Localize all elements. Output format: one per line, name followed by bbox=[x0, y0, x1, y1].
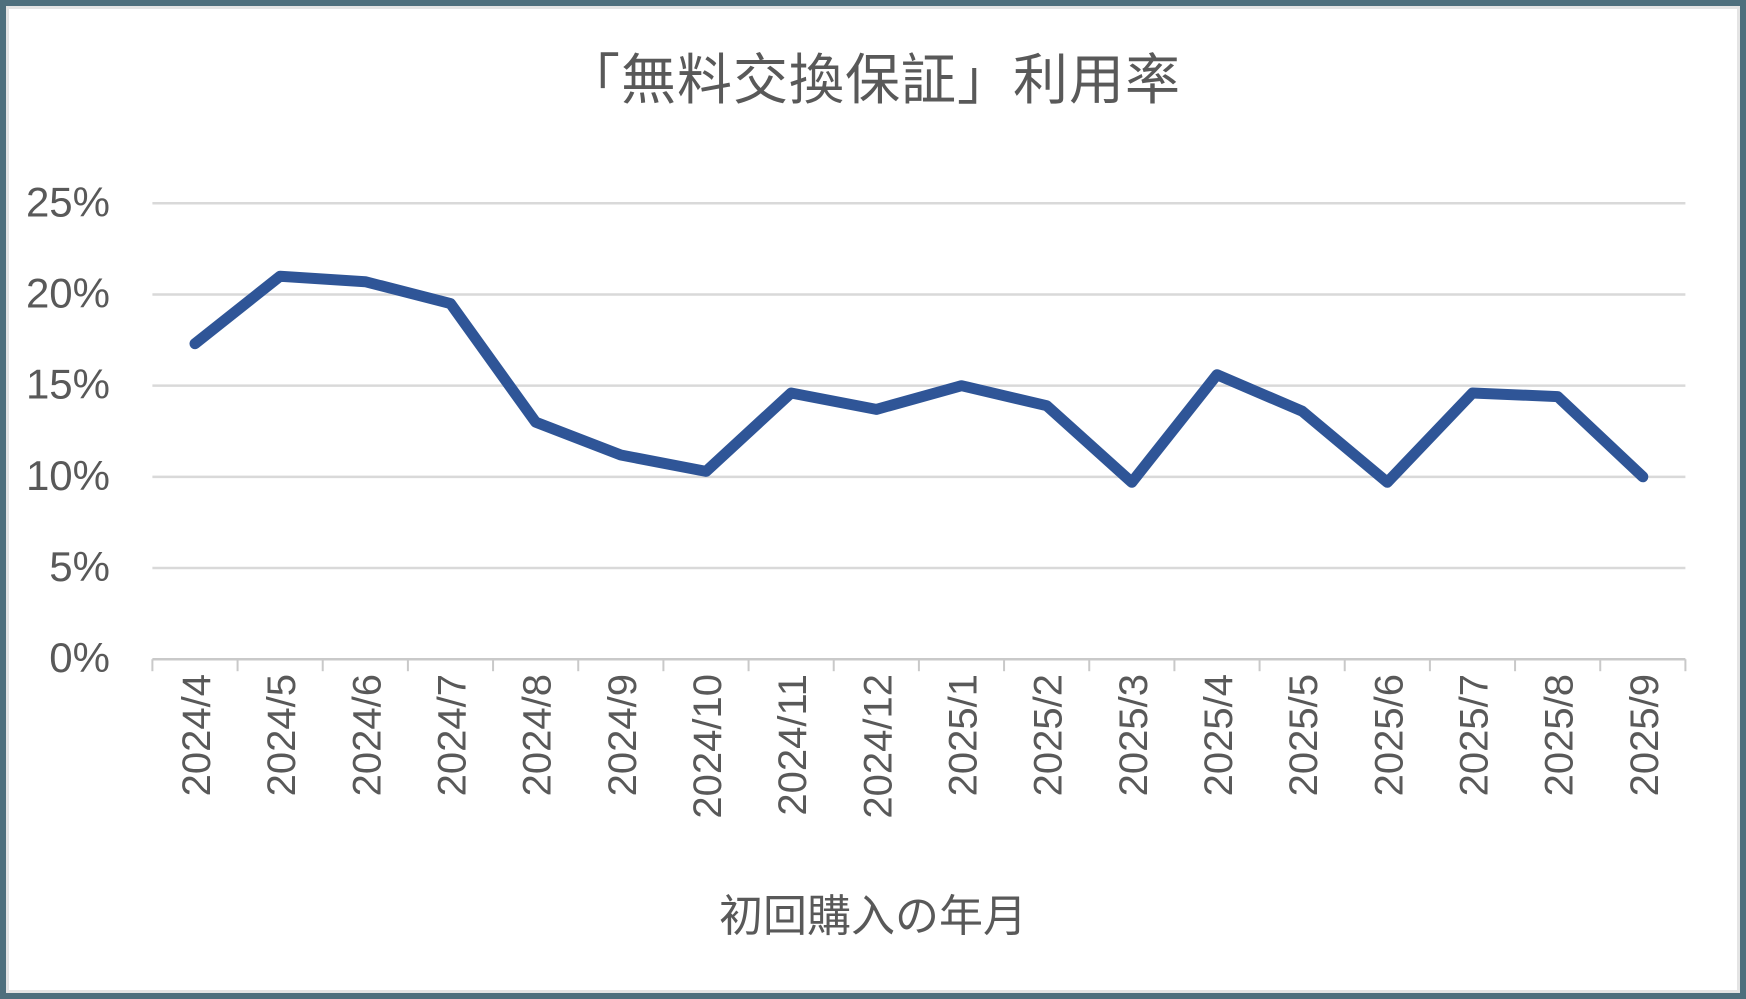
x-tick-label: 2025/1 bbox=[941, 674, 985, 796]
x-tick-label: 2025/4 bbox=[1197, 674, 1241, 796]
y-tick-label: 10% bbox=[26, 452, 110, 499]
x-axis-title: 初回購入の年月 bbox=[719, 892, 1027, 941]
x-tick-label: 2024/8 bbox=[516, 674, 560, 796]
x-tick-label: 2025/5 bbox=[1282, 674, 1326, 796]
x-tick-label: 2024/4 bbox=[175, 674, 219, 796]
chart-title: 「無料交換保証」利用率 bbox=[564, 49, 1181, 111]
x-tick-label: 2025/9 bbox=[1623, 674, 1667, 796]
x-tick-label: 2024/11 bbox=[771, 674, 815, 816]
x-tick-label: 2024/6 bbox=[345, 674, 389, 796]
x-tick-label: 2024/7 bbox=[430, 674, 474, 796]
x-tick-label: 2025/8 bbox=[1538, 674, 1582, 796]
y-tick-label: 0% bbox=[49, 634, 110, 681]
x-tick-label: 2025/3 bbox=[1112, 674, 1156, 796]
x-tick-label: 2024/10 bbox=[686, 674, 730, 819]
usage-rate-line-series bbox=[189, 270, 1649, 488]
x-tick-label: 2024/5 bbox=[260, 674, 304, 796]
x-tick-label: 2025/2 bbox=[1027, 674, 1071, 796]
x-tick-label: 2025/7 bbox=[1452, 674, 1496, 796]
x-tick-label: 2024/9 bbox=[601, 674, 645, 796]
y-tick-label: 20% bbox=[26, 269, 110, 316]
y-tick-label: 15% bbox=[26, 361, 110, 408]
y-tick-label: 5% bbox=[49, 543, 110, 590]
x-tick-label: 2025/6 bbox=[1367, 674, 1411, 796]
x-tick-label: 2024/12 bbox=[856, 674, 900, 819]
y-tick-label: 25% bbox=[26, 178, 110, 225]
